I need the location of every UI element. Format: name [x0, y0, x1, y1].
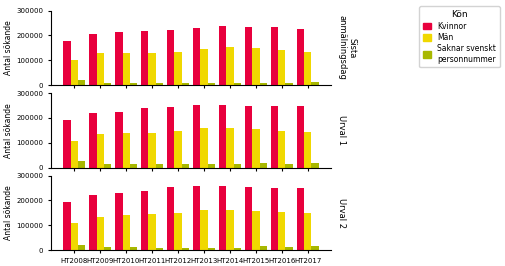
Bar — [129, 83, 137, 85]
Bar — [122, 215, 129, 250]
Bar — [122, 133, 129, 168]
Bar — [226, 47, 233, 85]
Bar — [219, 186, 226, 250]
Bar — [89, 113, 96, 168]
Bar — [207, 83, 215, 85]
Bar — [252, 48, 259, 85]
Bar — [193, 105, 200, 168]
Bar — [259, 83, 266, 85]
Bar — [193, 186, 200, 250]
Bar — [233, 83, 240, 85]
Bar — [148, 214, 156, 250]
Bar — [244, 106, 252, 168]
Bar — [115, 193, 122, 250]
Bar — [71, 141, 78, 168]
Bar — [285, 247, 292, 250]
Bar — [104, 164, 111, 168]
Bar — [233, 248, 240, 250]
Bar — [96, 53, 104, 85]
Bar — [122, 53, 129, 85]
Bar — [311, 82, 318, 85]
Bar — [156, 248, 163, 250]
Bar — [207, 164, 215, 168]
Y-axis label: Antal sökande: Antal sökande — [4, 103, 13, 158]
Bar — [78, 161, 85, 168]
Bar — [104, 83, 111, 85]
Bar — [71, 223, 78, 250]
Bar — [115, 32, 122, 85]
Bar — [78, 80, 85, 85]
Bar — [63, 202, 71, 250]
Bar — [156, 83, 163, 85]
Y-axis label: Antal sökande: Antal sökande — [4, 185, 13, 240]
Bar — [233, 164, 240, 168]
Bar — [244, 187, 252, 250]
Bar — [259, 246, 266, 250]
Bar — [71, 60, 78, 85]
Bar — [207, 248, 215, 250]
Bar — [129, 164, 137, 168]
Legend: Kvinnor, Män, Saknar svenskt
personnummer: Kvinnor, Män, Saknar svenskt personnumme… — [419, 6, 498, 67]
Bar — [296, 106, 304, 168]
Bar — [296, 189, 304, 250]
Text: Urval 2: Urval 2 — [336, 198, 345, 228]
Bar — [63, 41, 71, 85]
Bar — [252, 128, 259, 168]
Bar — [148, 133, 156, 168]
Bar — [244, 27, 252, 85]
Bar — [174, 52, 181, 85]
Bar — [311, 163, 318, 168]
Bar — [226, 128, 233, 168]
Bar — [304, 213, 311, 250]
Text: Urval 1: Urval 1 — [336, 115, 345, 145]
Bar — [296, 29, 304, 85]
Bar — [285, 164, 292, 168]
Bar — [304, 132, 311, 168]
Bar — [181, 164, 188, 168]
Bar — [219, 26, 226, 85]
Bar — [115, 112, 122, 168]
Bar — [63, 120, 71, 168]
Bar — [78, 245, 85, 250]
Bar — [226, 210, 233, 250]
Bar — [200, 49, 207, 85]
Bar — [252, 211, 259, 250]
Bar — [89, 34, 96, 85]
Bar — [270, 106, 278, 168]
Y-axis label: Antal sökande: Antal sökande — [4, 20, 13, 75]
Bar — [141, 109, 148, 168]
Bar — [304, 52, 311, 85]
Bar — [174, 213, 181, 250]
Bar — [156, 164, 163, 168]
Bar — [278, 131, 285, 168]
Bar — [200, 128, 207, 168]
Bar — [285, 83, 292, 85]
Bar — [167, 188, 174, 250]
Bar — [181, 248, 188, 250]
Bar — [141, 191, 148, 250]
Bar — [89, 196, 96, 250]
Bar — [167, 107, 174, 168]
Text: Sista
anmälningsdag: Sista anmälningsdag — [336, 15, 356, 80]
Bar — [96, 217, 104, 250]
Bar — [104, 247, 111, 250]
Bar — [270, 27, 278, 85]
Bar — [167, 30, 174, 85]
Bar — [200, 210, 207, 250]
Bar — [129, 247, 137, 250]
Bar — [141, 31, 148, 85]
Bar — [148, 53, 156, 85]
Bar — [278, 50, 285, 85]
Bar — [259, 163, 266, 168]
Bar — [193, 27, 200, 85]
Bar — [311, 246, 318, 250]
Bar — [96, 134, 104, 168]
Bar — [270, 188, 278, 250]
Bar — [181, 83, 188, 85]
Bar — [219, 105, 226, 168]
Bar — [174, 131, 181, 168]
Bar — [278, 212, 285, 250]
